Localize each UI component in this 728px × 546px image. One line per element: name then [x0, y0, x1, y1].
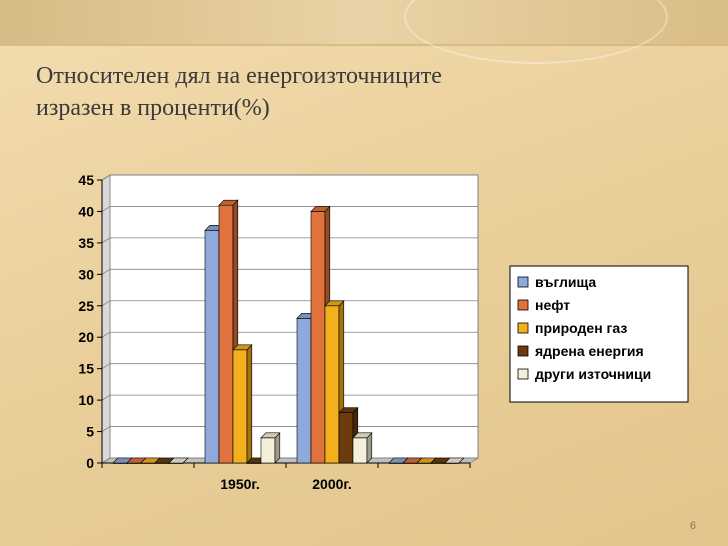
bar-top [218, 199, 239, 206]
bar-face [260, 437, 276, 464]
gridline-diagonal [101, 363, 111, 370]
slide-title: Относителен дял на енергоизточниците изр… [36, 60, 696, 124]
legend-label: въглища [535, 274, 596, 290]
gridline-diagonal [101, 237, 111, 244]
bar-top [444, 457, 465, 464]
y-tick-label: 20 [78, 329, 94, 345]
y-tick-label: 35 [78, 235, 94, 251]
gridline-diagonal [101, 457, 111, 464]
bar-5-3 [352, 432, 373, 464]
plot-area [109, 174, 479, 459]
legend-swatch [517, 322, 529, 334]
bar-5-4 [444, 457, 465, 464]
gridline-diagonal [101, 206, 111, 212]
bar-face [352, 437, 368, 464]
legend-label: други източници [535, 366, 651, 382]
bar-3-2 [232, 344, 253, 464]
legend-swatch [517, 345, 529, 357]
gridline-diagonal [101, 394, 111, 401]
gridline-diagonal [101, 426, 111, 432]
bar-face [310, 211, 326, 464]
legend-label: ядрена енергия [535, 343, 644, 359]
bar-top [310, 206, 331, 212]
bar-face [296, 318, 312, 464]
bar-top [260, 432, 281, 439]
y-tick-label: 5 [86, 424, 94, 440]
page-number: 6 [689, 520, 696, 532]
bar-top [168, 457, 189, 464]
gridline-diagonal [101, 300, 111, 307]
legend-swatch [517, 368, 529, 380]
legend-swatch [517, 276, 529, 288]
y-tick-label: 30 [78, 266, 94, 282]
bar-top [338, 407, 359, 413]
x-tick-label: 2000г. [312, 476, 351, 492]
bar-side [246, 344, 253, 464]
y-tick-label: 40 [78, 203, 94, 219]
bar-5-2 [260, 432, 281, 464]
bar-face [338, 412, 354, 464]
x-tick-label: 1950г. [220, 476, 259, 492]
y-tick-label: 25 [78, 298, 94, 314]
bar-5-1 [168, 457, 189, 464]
slide-title-line-1: Относителен дял на енергоизточниците [36, 63, 442, 89]
header-divider [0, 44, 728, 46]
plot-side-wall [101, 174, 111, 464]
gridline-diagonal [101, 174, 111, 181]
bar-face [232, 349, 248, 464]
slide-title-line-2: изразен в проценти(%) [36, 95, 270, 121]
y-tick-label: 10 [78, 392, 94, 408]
legend-label: нефт [535, 297, 570, 313]
legend-label: природен газ [535, 320, 627, 336]
bar-top [324, 300, 345, 307]
bar-face [324, 305, 340, 464]
bar-face [218, 204, 234, 464]
y-tick-label: 0 [86, 455, 94, 471]
legend [509, 265, 689, 403]
bar-top [352, 432, 373, 439]
y-tick-label: 15 [78, 361, 94, 377]
legend-swatch [517, 299, 529, 311]
gridline-diagonal [101, 331, 111, 338]
y-tick-label: 45 [78, 172, 94, 188]
bar-top [232, 344, 253, 351]
gridline-diagonal [101, 268, 111, 275]
bar-face [204, 230, 220, 464]
